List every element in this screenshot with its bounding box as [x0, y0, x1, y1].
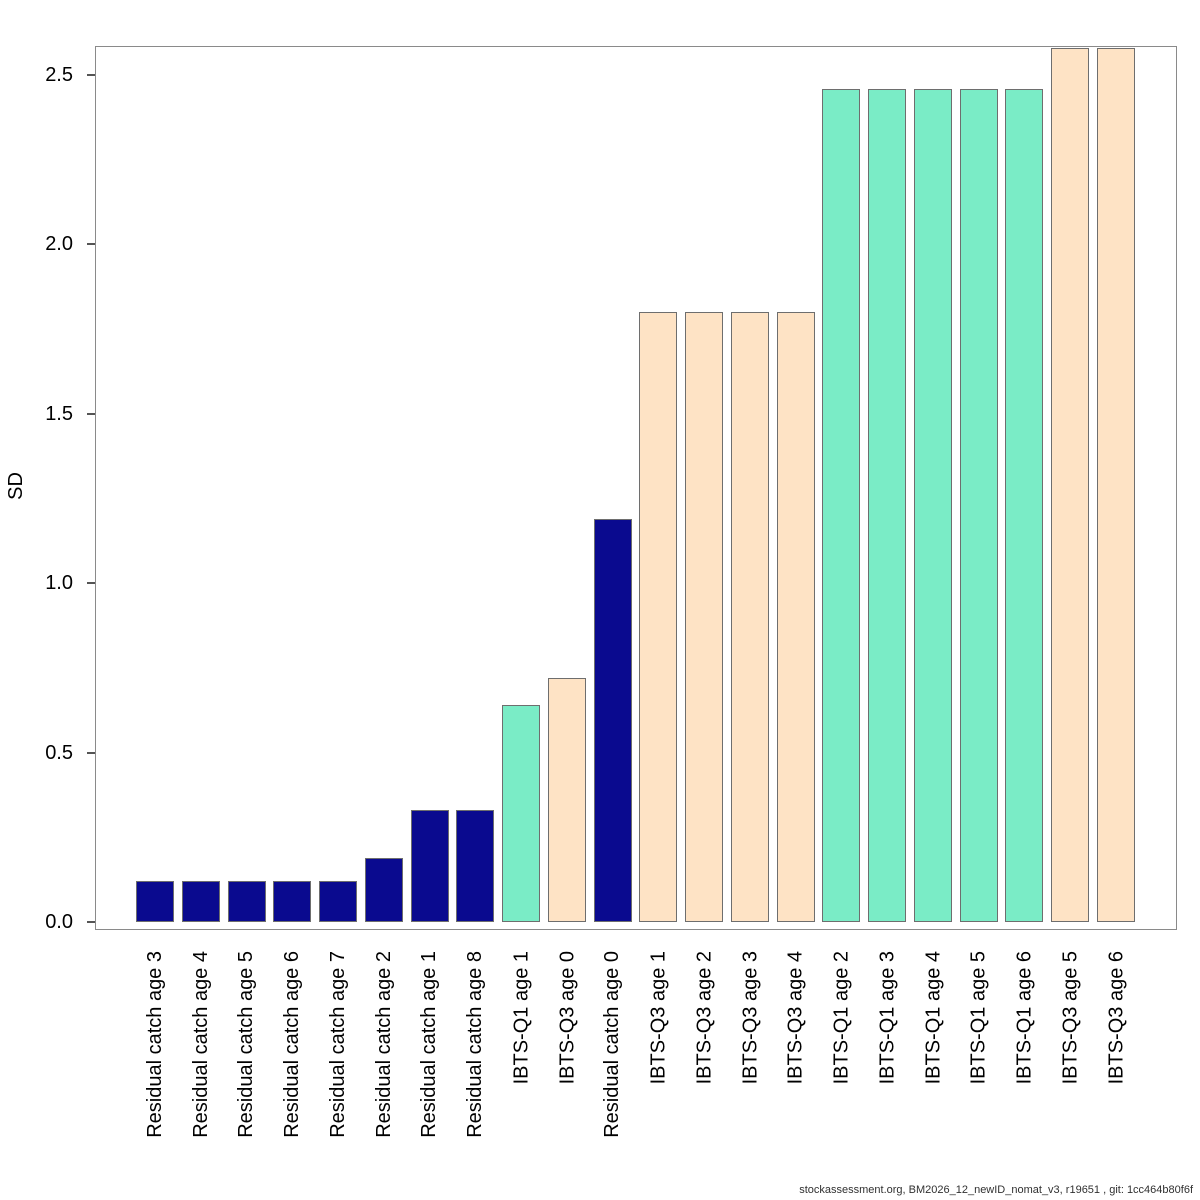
bar-ibts-q3-age-3	[731, 312, 769, 922]
bar-residual-catch-age-3	[136, 881, 174, 922]
y-tick-label-2.0: 2.0	[45, 233, 73, 255]
y-tick-mark-2.0	[87, 243, 95, 245]
x-tick-label-residual-catch-age-0: Residual catch age 0	[601, 951, 623, 1138]
bar-residual-catch-age-5	[228, 881, 266, 922]
y-tick-label-0.0: 0.0	[45, 911, 73, 933]
x-tick-label-ibts-q3-age-6: IBTS-Q3 age 6	[1105, 951, 1127, 1085]
y-tick-mark-0.0	[87, 921, 95, 923]
bar-ibts-q1-age-1	[502, 705, 540, 922]
y-tick-mark-1.0	[87, 582, 95, 584]
bar-ibts-q1-age-2	[822, 89, 860, 922]
footer-caption: stockassessment.org, BM2026_12_newID_nom…	[799, 1184, 1193, 1196]
bar-ibts-q1-age-5	[960, 89, 998, 922]
x-tick-label-residual-catch-age-6: Residual catch age 6	[281, 951, 303, 1138]
bar-residual-catch-age-2	[365, 858, 403, 922]
x-tick-label-ibts-q1-age-6: IBTS-Q1 age 6	[1013, 951, 1035, 1085]
bar-ibts-q3-age-6	[1097, 48, 1135, 922]
y-tick-label-0.5: 0.5	[45, 742, 73, 764]
x-tick-label-ibts-q1-age-1: IBTS-Q1 age 1	[510, 951, 532, 1085]
bar-residual-catch-age-6	[273, 881, 311, 922]
y-axis-title: SD	[5, 472, 27, 500]
x-tick-label-ibts-q1-age-5: IBTS-Q1 age 5	[967, 951, 989, 1085]
x-tick-label-residual-catch-age-5: Residual catch age 5	[235, 951, 257, 1138]
bar-residual-catch-age-0	[594, 519, 632, 922]
x-tick-label-ibts-q1-age-4: IBTS-Q1 age 4	[922, 951, 944, 1085]
bar-ibts-q1-age-3	[868, 89, 906, 922]
bar-ibts-q1-age-4	[914, 89, 952, 922]
x-tick-label-residual-catch-age-8: Residual catch age 8	[464, 951, 486, 1138]
y-tick-label-1.0: 1.0	[45, 572, 73, 594]
y-tick-label-2.5: 2.5	[45, 64, 73, 86]
x-tick-label-residual-catch-age-2: Residual catch age 2	[373, 951, 395, 1138]
y-tick-label-1.5: 1.5	[45, 403, 73, 425]
x-tick-label-ibts-q3-age-2: IBTS-Q3 age 2	[693, 951, 715, 1085]
x-tick-label-ibts-q1-age-2: IBTS-Q1 age 2	[830, 951, 852, 1085]
x-tick-label-ibts-q3-age-4: IBTS-Q3 age 4	[784, 951, 806, 1085]
x-tick-label-residual-catch-age-7: Residual catch age 7	[327, 951, 349, 1138]
x-tick-label-ibts-q1-age-3: IBTS-Q1 age 3	[876, 951, 898, 1085]
bar-residual-catch-age-7	[319, 881, 357, 922]
bar-ibts-q1-age-6	[1005, 89, 1043, 922]
x-tick-label-ibts-q3-age-0: IBTS-Q3 age 0	[556, 951, 578, 1085]
bar-ibts-q3-age-5	[1051, 48, 1089, 922]
y-tick-mark-0.5	[87, 752, 95, 754]
bar-residual-catch-age-1	[411, 810, 449, 922]
bar-ibts-q3-age-1	[639, 312, 677, 922]
y-tick-mark-1.5	[87, 413, 95, 415]
x-tick-label-residual-catch-age-4: Residual catch age 4	[190, 951, 212, 1138]
bar-residual-catch-age-8	[456, 810, 494, 922]
bar-ibts-q3-age-4	[777, 312, 815, 922]
x-tick-label-ibts-q3-age-5: IBTS-Q3 age 5	[1059, 951, 1081, 1085]
bar-ibts-q3-age-0	[548, 678, 586, 922]
x-tick-label-ibts-q3-age-1: IBTS-Q3 age 1	[647, 951, 669, 1085]
x-tick-label-residual-catch-age-3: Residual catch age 3	[144, 951, 166, 1138]
x-tick-label-residual-catch-age-1: Residual catch age 1	[418, 951, 440, 1138]
y-tick-mark-2.5	[87, 74, 95, 76]
x-tick-label-ibts-q3-age-3: IBTS-Q3 age 3	[739, 951, 761, 1085]
bar-ibts-q3-age-2	[685, 312, 723, 922]
bar-residual-catch-age-4	[182, 881, 220, 922]
